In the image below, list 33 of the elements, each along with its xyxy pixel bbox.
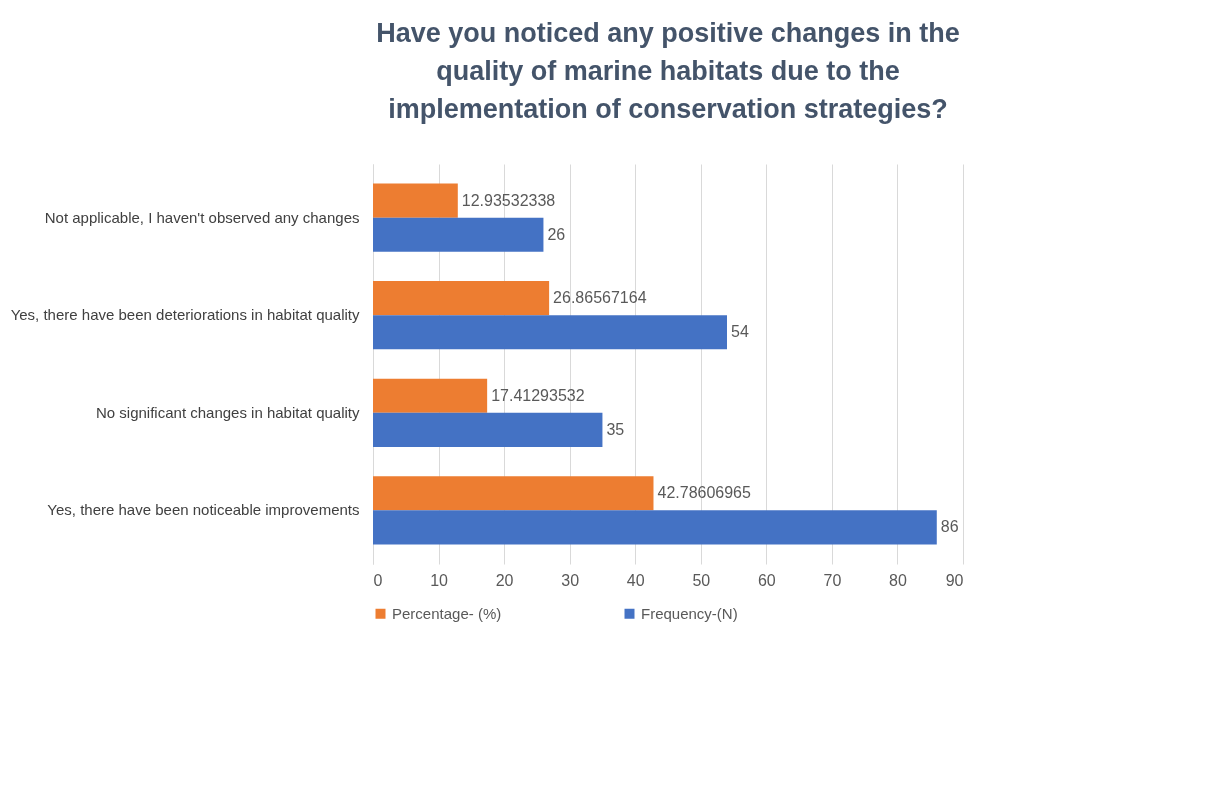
bar [373,281,550,316]
data-label: 42.78606965 [657,484,752,502]
legend-label: Frequency-(N) [641,604,738,622]
data-label: 35 [606,420,625,438]
data-label: 54 [731,323,749,341]
bar [373,378,488,413]
y-tick-label: Not applicable, I haven't observed any changes [44,208,360,226]
x-tick-label: 30 [561,571,580,589]
x-tick-label: 10 [430,571,449,589]
bar [373,510,937,545]
bar [373,412,603,447]
bar [373,217,544,252]
y-tick-label: Yes, there have been deteriorations in habitat quality [10,306,360,324]
data-label: 26 [547,225,566,243]
legend-label: Percentage- (%) [392,604,502,622]
y-tick-label: No significant changes in habitat quality [96,403,360,421]
y-tick-label: Yes, there have been noticeable improvements [47,501,360,519]
data-label: 26.86567164 [553,289,647,307]
x-tick-label: 50 [692,571,711,589]
x-tick-label: 60 [757,571,776,589]
bar [373,315,727,350]
bar [373,183,458,218]
data-label: 12.93532338 [461,191,556,209]
x-tick-label: 80 [889,571,907,589]
chart-title: Have you noticed any positive changes in the quality of marine habitats due to the implementation of conservation strategies? [376,18,960,124]
x-tick-label: 20 [495,571,514,589]
bar [373,476,654,511]
data-label: 17.41293532 [491,386,585,404]
x-tick-label: 40 [626,571,645,589]
data-label: 86 [940,518,959,536]
x-tick-label: 90 [945,571,964,589]
x-tick-label: 70 [823,571,842,589]
x-tick-label: 0 [373,571,383,589]
